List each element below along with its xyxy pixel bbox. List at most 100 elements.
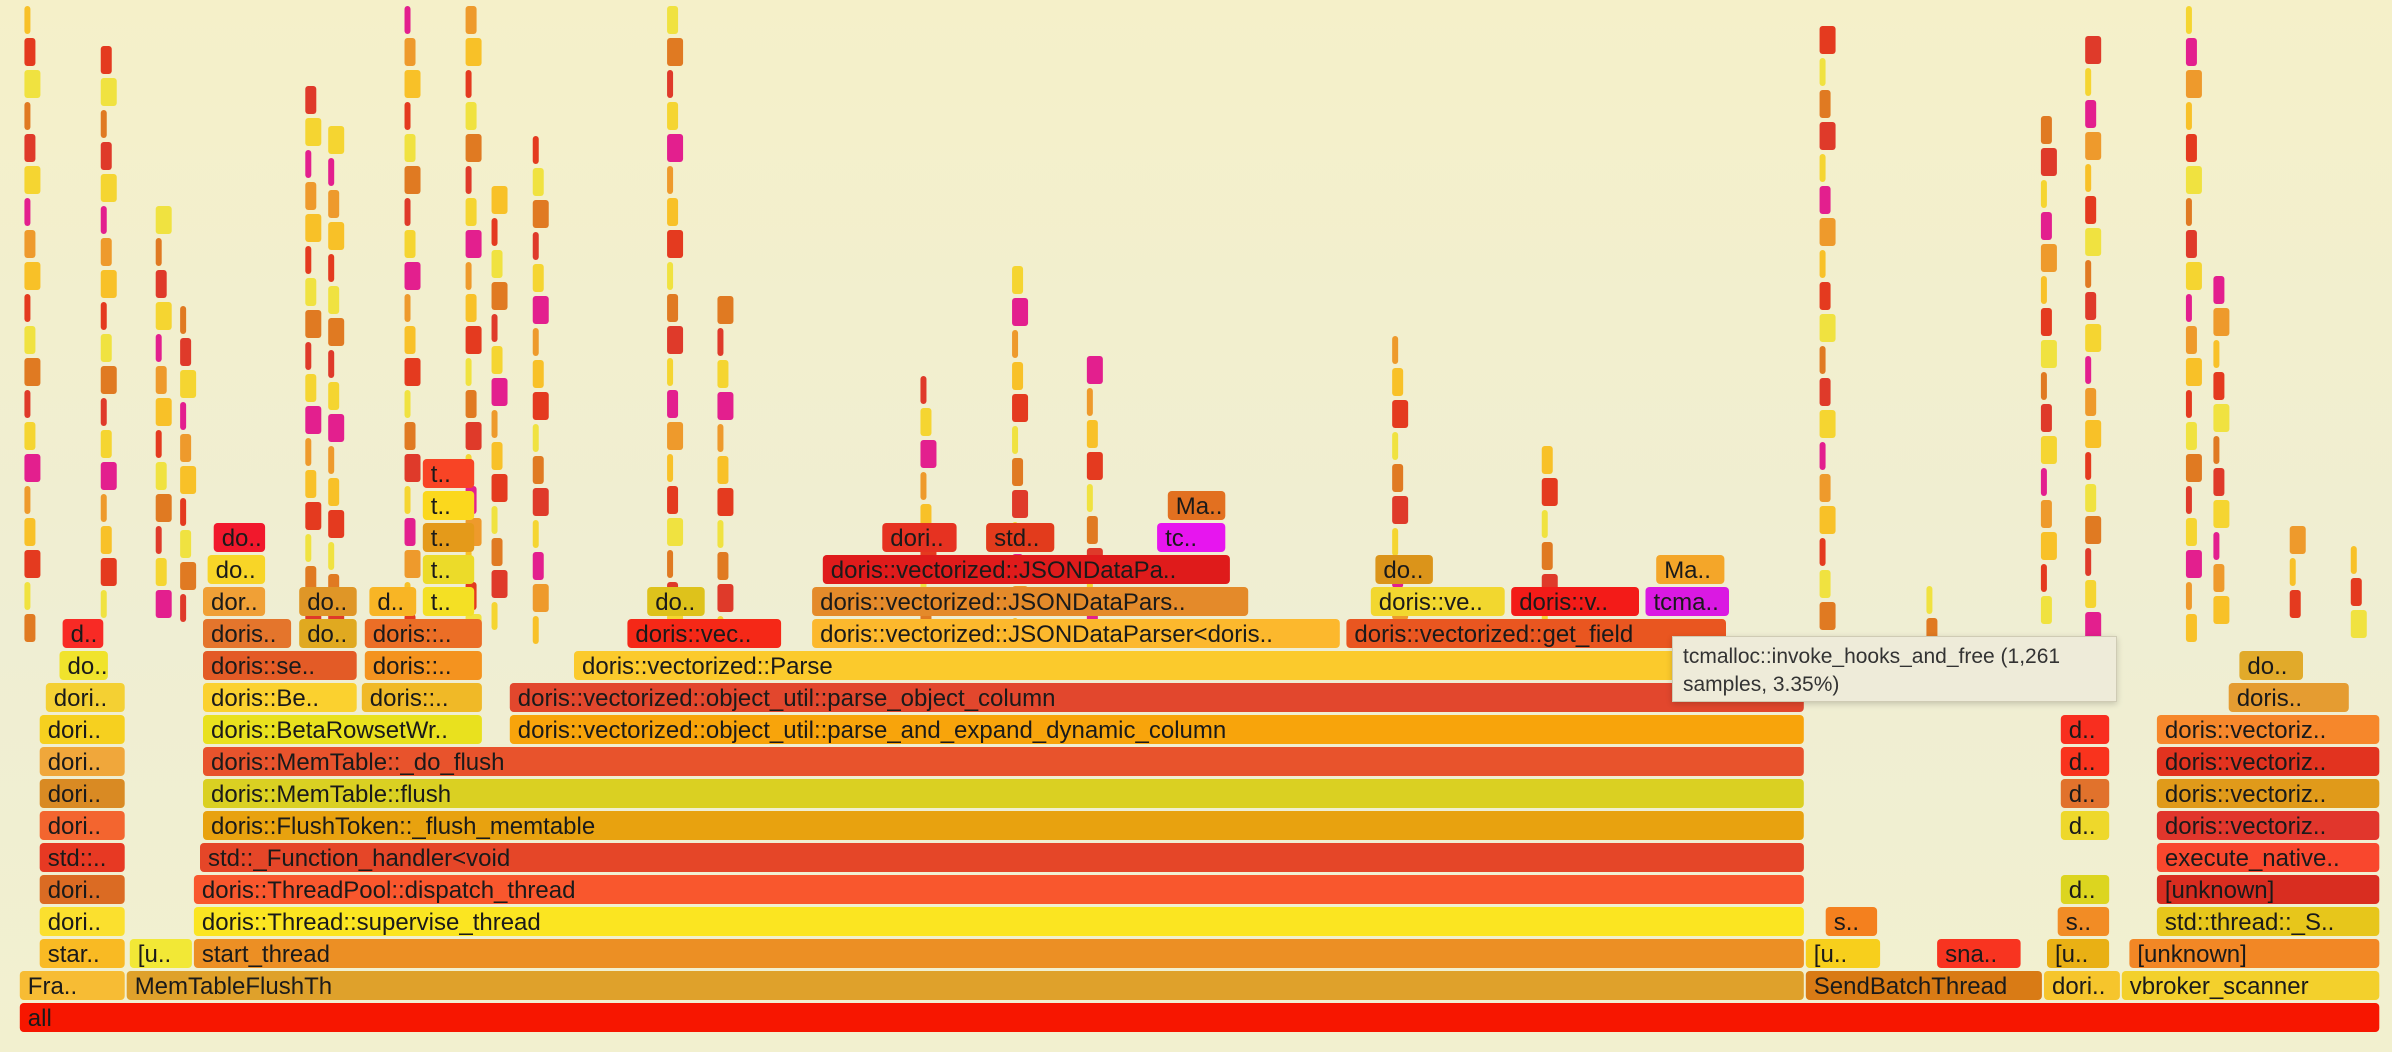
frame-box[interactable] (19, 971, 125, 1000)
flame-frame[interactable]: doris::vectorized::get_field (1346, 619, 1726, 648)
flame-frame[interactable]: t.. (422, 491, 475, 520)
flame-frame[interactable]: t.. (422, 459, 475, 488)
frame-box[interactable] (986, 523, 1055, 552)
frame-box[interactable] (200, 843, 1804, 872)
flame-frame[interactable]: do.. (213, 523, 266, 552)
frame-box[interactable] (39, 715, 125, 744)
frame-box[interactable] (2057, 907, 2110, 936)
frame-box[interactable] (39, 811, 125, 840)
frame-box[interactable] (1346, 619, 1726, 648)
flame-frame[interactable]: do.. (647, 587, 705, 616)
frame-box[interactable] (647, 587, 705, 616)
frame-box[interactable] (2044, 971, 2120, 1000)
flame-frame[interactable]: s.. (2057, 907, 2110, 936)
flame-frame[interactable]: d.. (2060, 747, 2110, 776)
flame-frame[interactable]: d.. (2060, 779, 2110, 808)
frame-box[interactable] (2060, 811, 2110, 840)
flame-frame[interactable]: tc.. (1157, 523, 1226, 552)
flame-frame[interactable]: doris::.. (364, 651, 482, 680)
frame-box[interactable] (39, 875, 125, 904)
frame-box[interactable] (364, 619, 482, 648)
flame-frame[interactable]: dori.. (45, 683, 125, 712)
flame-frame[interactable]: SendBatchThread (1805, 971, 2042, 1000)
flame-frame[interactable]: Ma.. (1656, 555, 1725, 584)
frame-box[interactable] (207, 555, 266, 584)
frame-box[interactable] (39, 939, 125, 968)
flame-frame[interactable]: MemTableFlushTh (126, 971, 1804, 1000)
frame-box[interactable] (203, 811, 1804, 840)
frame-box[interactable] (45, 683, 125, 712)
frame-box[interactable] (39, 779, 125, 808)
flame-frame[interactable]: [u.. (129, 939, 192, 968)
frame-box[interactable] (126, 971, 1804, 1000)
flame-frame[interactable]: tcma.. (1645, 587, 1730, 616)
frame-box[interactable] (2156, 747, 2380, 776)
frame-box[interactable] (2156, 811, 2380, 840)
frame-box[interactable] (2060, 779, 2110, 808)
frame-box[interactable] (129, 939, 192, 968)
frame-box[interactable] (2156, 875, 2380, 904)
flame-frame[interactable]: dori.. (39, 875, 125, 904)
flame-frame[interactable]: star.. (39, 939, 125, 968)
flame-frame[interactable]: doris::vectoriz.. (2156, 811, 2380, 840)
frame-box[interactable] (203, 779, 1804, 808)
flame-frame[interactable]: dori.. (39, 811, 125, 840)
flame-frame[interactable]: s.. (1825, 907, 1878, 936)
frame-box[interactable] (1157, 523, 1226, 552)
flame-frame[interactable]: start_thread (193, 939, 1804, 968)
flame-frame[interactable]: d.. (2060, 715, 2110, 744)
flame-frame[interactable]: d.. (62, 619, 104, 648)
frame-box[interactable] (1645, 587, 1730, 616)
frame-box[interactable] (422, 587, 475, 616)
frame-box[interactable] (193, 875, 1804, 904)
flame-frame[interactable]: std::.. (39, 843, 125, 872)
frame-box[interactable] (203, 619, 292, 648)
frame-box[interactable] (1656, 555, 1725, 584)
flame-frame[interactable]: t.. (422, 587, 475, 616)
frame-box[interactable] (203, 715, 482, 744)
frame-box[interactable] (2156, 843, 2380, 872)
frame-box[interactable] (2239, 651, 2303, 680)
frame-box[interactable] (1370, 587, 1505, 616)
frame-box[interactable] (422, 491, 475, 520)
flame-frame[interactable]: t.. (422, 555, 475, 584)
frame-box[interactable] (364, 651, 482, 680)
flame-frame[interactable]: doris::.. (364, 619, 482, 648)
flame-frame[interactable]: do.. (299, 619, 357, 648)
frame-box[interactable] (203, 747, 1804, 776)
flame-frame[interactable]: d.. (2060, 811, 2110, 840)
flame-frame[interactable]: std.. (986, 523, 1055, 552)
frame-box[interactable] (1375, 555, 1433, 584)
frame-box[interactable] (1937, 939, 2021, 968)
flame-frame[interactable]: do.. (2239, 651, 2303, 680)
flame-frame[interactable]: dor.. (203, 587, 266, 616)
flame-frame[interactable]: doris::vectorized::JSONDataParser<doris.… (812, 619, 1340, 648)
flame-frame[interactable]: dori.. (2044, 971, 2120, 1000)
frame-box[interactable] (509, 683, 1804, 712)
flame-frame[interactable]: doris::vectoriz.. (2156, 747, 2380, 776)
frame-box[interactable] (203, 651, 357, 680)
flame-frame[interactable]: doris::.. (361, 683, 482, 712)
frame-box[interactable] (2121, 971, 2380, 1000)
frame-box[interactable] (1511, 587, 1639, 616)
frame-box[interactable] (812, 587, 1249, 616)
frame-box[interactable] (422, 523, 475, 552)
frame-box[interactable] (2228, 683, 2349, 712)
frame-box[interactable] (369, 587, 417, 616)
flame-frame[interactable]: dori.. (39, 747, 125, 776)
flame-frame[interactable]: doris.. (203, 619, 292, 648)
flame-frame[interactable]: vbroker_scanner (2121, 971, 2380, 1000)
frame-box[interactable] (2047, 939, 2110, 968)
flame-frame[interactable]: doris::vectorized::Parse (574, 651, 1804, 680)
flame-frame[interactable]: dori.. (39, 715, 125, 744)
flame-frame[interactable]: doris::BetaRowsetWr.. (203, 715, 482, 744)
frame-box[interactable] (39, 907, 125, 936)
frame-box[interactable] (627, 619, 782, 648)
frame-box[interactable] (213, 523, 266, 552)
flame-frame[interactable]: execute_native.. (2156, 843, 2380, 872)
flame-frame[interactable]: t.. (422, 523, 475, 552)
flame-frame[interactable]: doris::v.. (1511, 587, 1639, 616)
frame-box[interactable] (509, 715, 1804, 744)
frame-box[interactable] (422, 555, 475, 584)
flame-frame[interactable]: sna.. (1937, 939, 2021, 968)
